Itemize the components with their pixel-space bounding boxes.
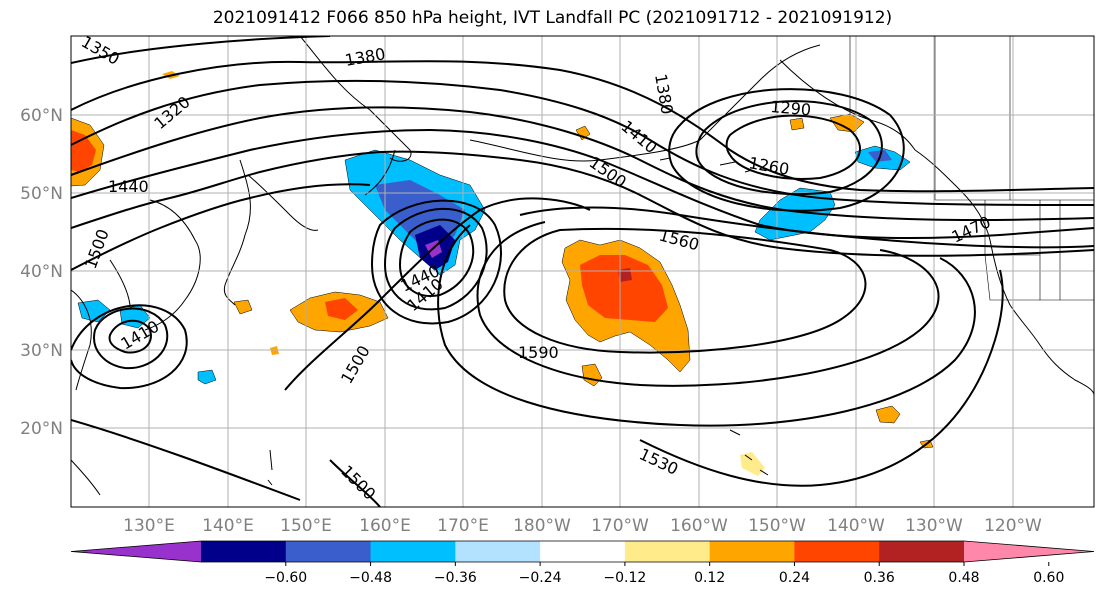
colorbar-tick-label: −0.48 — [349, 570, 392, 586]
map-frame — [70, 35, 1095, 508]
colorbar-tick-label: −0.36 — [434, 570, 477, 586]
colorbar-segment — [455, 541, 541, 562]
colorbar-segment — [879, 541, 965, 562]
colorbar-segment — [794, 541, 880, 562]
colorbar: −0.60 −0.48 −0.36 −0.24 −0.12 0.12 0.24 0.36 0.4… — [70, 540, 1095, 586]
lon-label: 150°W — [748, 516, 806, 536]
graticule — [71, 36, 1094, 507]
lat-label: 30°N — [20, 341, 63, 361]
lon-label: 180°W — [513, 516, 571, 536]
lon-label: 160°W — [670, 516, 728, 536]
colorbar-tick-label: −0.24 — [519, 570, 562, 586]
lon-label: 120°W — [984, 516, 1042, 536]
ivt-positive-shading — [71, 71, 934, 476]
colorbar-segment — [624, 541, 711, 562]
lon-label: 150°E — [280, 516, 332, 536]
colorbar-tick-label: −0.60 — [264, 570, 307, 586]
colorbar-segment — [201, 541, 287, 562]
colorbar-tick-label: 0.48 — [948, 570, 979, 586]
lon-label: 140°E — [202, 516, 254, 536]
contour-label: 1440 — [108, 177, 149, 196]
colorbar-tick-label: 0.12 — [694, 570, 725, 586]
lat-label: 50°N — [20, 184, 63, 204]
map-title: 2021091412 F066 850 hPa height, IVT Land… — [212, 8, 893, 28]
colorbar-segment — [370, 541, 456, 562]
colorbar-extend-low — [71, 541, 201, 562]
contour-label: 1290 — [770, 97, 812, 119]
lon-label: 170°E — [437, 516, 489, 536]
lon-label: 130°W — [905, 516, 963, 536]
colorbar-tick-label: −0.12 — [603, 570, 646, 586]
colorbar-tick-label: 0.24 — [779, 570, 810, 586]
height-contours — [71, 36, 1094, 507]
lon-label: 170°W — [591, 516, 649, 536]
map-area: 1380 1320 1440 1500 1410 1500 1560 1590 … — [71, 36, 1094, 507]
longitude-labels: 130°E 140°E 150°E 160°E 170°E 180°W 170°… — [123, 516, 1042, 536]
colorbar-segment — [285, 541, 372, 562]
lon-label: 130°E — [123, 516, 175, 536]
lat-label: 20°N — [20, 419, 63, 439]
colorbar-extend-high — [964, 541, 1094, 562]
lon-label: 160°E — [359, 516, 411, 536]
colorbar-segment — [709, 541, 795, 562]
contour-label: 1590 — [518, 343, 559, 362]
colorbar-segment — [540, 541, 626, 562]
lat-label: 40°N — [20, 262, 63, 282]
colorbar-tick-label: 0.36 — [864, 570, 895, 586]
lat-label: 60°N — [20, 106, 63, 126]
political-borders — [849, 36, 1094, 301]
latitude-labels: 60°N 50°N 40°N 30°N 20°N — [20, 106, 63, 439]
colorbar-tick-label: 0.60 — [1033, 570, 1064, 586]
lon-label: 140°W — [827, 516, 885, 536]
